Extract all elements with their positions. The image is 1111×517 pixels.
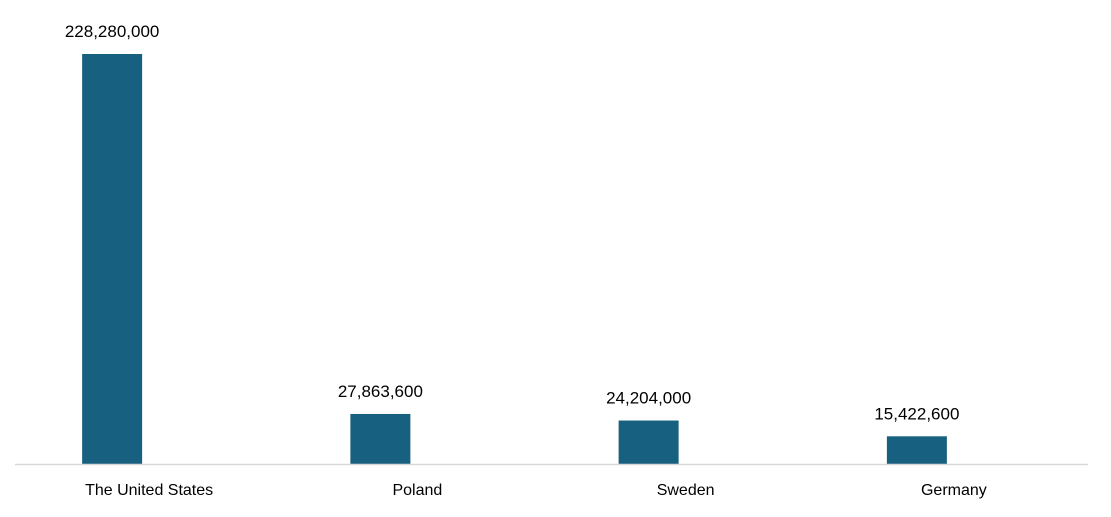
x-tick-label: Poland [392, 482, 442, 499]
bar [82, 54, 143, 464]
x-tick-label: Germany [921, 482, 987, 499]
data-label: 27,863,600 [338, 382, 423, 401]
x-tick-label: Sweden [657, 482, 715, 499]
data-label: 15,422,600 [874, 404, 959, 423]
x-tick-label: The United States [85, 482, 213, 499]
bar [886, 436, 947, 464]
bar [350, 413, 411, 464]
data-label: 24,204,000 [606, 389, 691, 408]
bar [618, 420, 679, 464]
data-label: 228,280,000 [65, 22, 160, 41]
